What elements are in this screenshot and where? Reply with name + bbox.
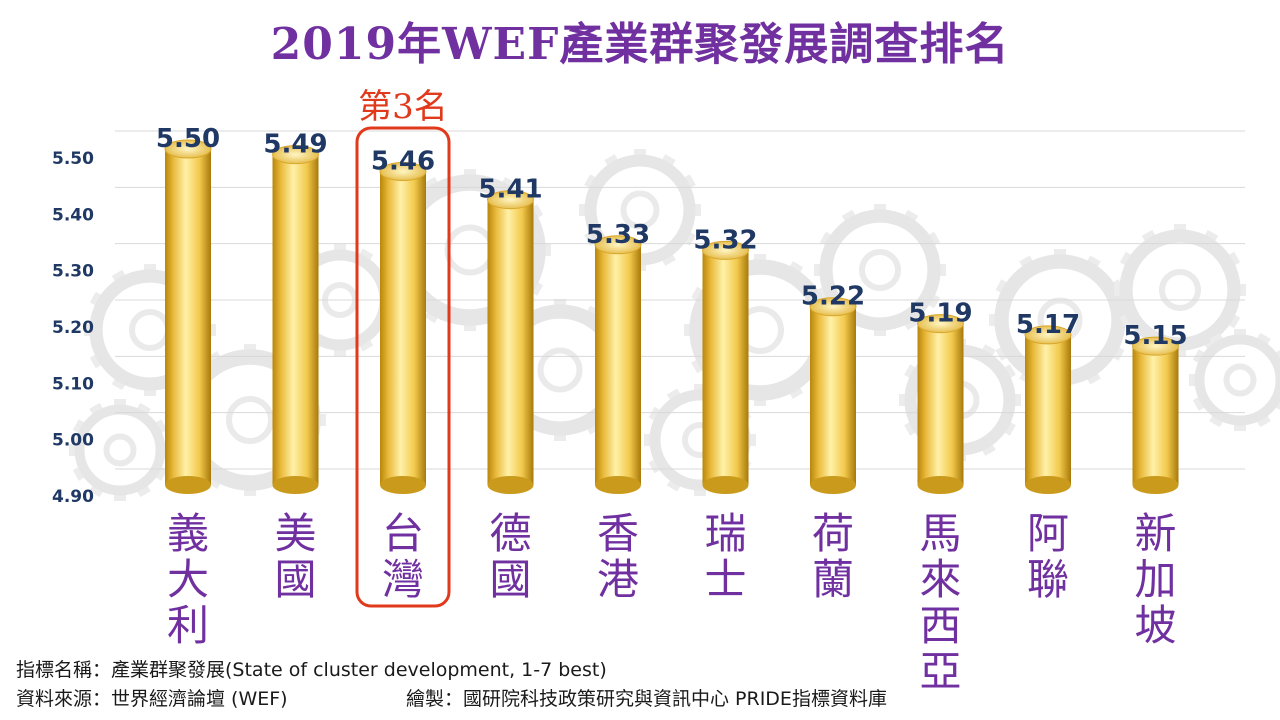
bar [1024, 325, 1072, 494]
value-label: 5.19 [908, 299, 972, 329]
y-tick-label: 4.90 [52, 487, 94, 507]
category-label: 香港 [597, 509, 639, 604]
highlight-box [355, 126, 451, 608]
highlight-rank-label: 第3名 [358, 87, 448, 127]
value-label: 5.15 [1123, 321, 1187, 351]
gear-icon [1189, 329, 1280, 431]
category-label: 德國 [489, 509, 531, 604]
category-label: 馬來西亞 [919, 509, 961, 696]
bar [809, 297, 857, 494]
footer-indicator-name: 指標名稱：產業群聚發展(State of cluster development… [16, 659, 607, 681]
bar [379, 162, 427, 494]
gear-background-decoration [69, 149, 1280, 501]
gear-icon [814, 204, 946, 336]
category-label: 美國 [274, 509, 316, 604]
y-tick-label: 5.40 [52, 205, 94, 225]
value-label: 5.50 [156, 124, 220, 154]
value-label: 5.41 [478, 175, 542, 205]
footer-source-line: 資料來源：世界經濟論壇 (WEF) 繪製：國研院科技政策研究與資訊中心 PRID… [16, 684, 887, 711]
bar [272, 145, 319, 494]
bar [1132, 336, 1179, 494]
bar [164, 139, 212, 494]
y-axis-tick-labels: 4.90 5.00 5.10 5.20 5.30 5.40 5.50 [52, 149, 94, 507]
category-label: 荷蘭 [812, 509, 854, 604]
highlight-annotation: 第3名 [355, 87, 451, 608]
y-tick-label: 5.20 [52, 318, 94, 338]
category-label: 新加坡 [1134, 509, 1176, 650]
value-label: 5.49 [263, 130, 327, 160]
y-tick-label: 5.10 [52, 374, 94, 394]
value-label: 5.32 [693, 225, 757, 255]
value-label: 5.22 [801, 282, 865, 312]
bar [594, 235, 642, 494]
y-tick-label: 5.00 [52, 431, 94, 451]
value-label: 5.46 [371, 147, 435, 177]
category-label: 義大利 [167, 509, 209, 650]
y-tick-label: 5.50 [52, 149, 94, 169]
value-label: 5.33 [586, 220, 650, 250]
category-label: 台灣 [382, 509, 424, 604]
footer-data-source: 資料來源：世界經濟論壇 (WEF) [16, 688, 288, 710]
gear-icon [69, 399, 171, 501]
bar [487, 190, 534, 494]
bars [164, 139, 1179, 494]
chart-title: 2019年WEF產業群聚發展調查排名 [270, 19, 1010, 70]
footer-credit: 繪製：國研院科技政策研究與資訊中心 PRIDE指標資料庫 [406, 688, 887, 710]
bar [702, 240, 749, 494]
category-label: 阿聯 [1027, 509, 1069, 604]
bar [917, 314, 964, 494]
value-label: 5.17 [1016, 310, 1080, 340]
y-tick-label: 5.30 [52, 262, 94, 282]
value-labels: 5.50 5.49 5.46 5.41 5.33 5.32 5.22 5.19 5.17 5.15 [156, 124, 1188, 351]
category-label: 瑞士 [704, 509, 746, 604]
